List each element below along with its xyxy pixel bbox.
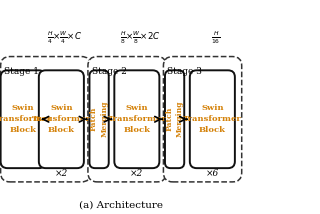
FancyBboxPatch shape — [165, 70, 184, 168]
FancyBboxPatch shape — [114, 70, 159, 168]
Text: Stage 3: Stage 3 — [167, 67, 202, 76]
Text: Swin
Transformer
Block: Swin Transformer Block — [0, 104, 52, 134]
Text: ×2: ×2 — [55, 169, 68, 178]
Text: $\frac{H}{4}$$\times$$\frac{W}{4}$$\times$$C$: $\frac{H}{4}$$\times$$\frac{W}{4}$$\time… — [47, 29, 82, 46]
FancyBboxPatch shape — [39, 70, 84, 168]
Text: Swin
Transformer
Block: Swin Transformer Block — [183, 104, 242, 134]
Text: $\frac{H}{16}$: $\frac{H}{16}$ — [211, 29, 220, 46]
Text: ×6: ×6 — [206, 169, 219, 178]
Text: Patch
Merging: Patch Merging — [90, 101, 108, 137]
FancyBboxPatch shape — [88, 56, 166, 182]
Text: (a) Architecture: (a) Architecture — [79, 200, 163, 209]
FancyBboxPatch shape — [190, 70, 235, 168]
Text: Swin
Transformer
Block: Swin Transformer Block — [32, 104, 91, 134]
Text: Swin
Transformer
Block: Swin Transformer Block — [108, 104, 166, 134]
Text: Stage 1: Stage 1 — [4, 67, 39, 76]
FancyBboxPatch shape — [1, 70, 46, 168]
Text: Patch
Merging: Patch Merging — [165, 101, 184, 137]
Text: Stage 2: Stage 2 — [92, 67, 126, 76]
Text: ×2: ×2 — [130, 169, 143, 178]
FancyBboxPatch shape — [164, 56, 242, 182]
FancyBboxPatch shape — [1, 56, 91, 182]
Text: $\frac{H}{8}$$\times$$\frac{W}{8}$$\times$$2C$: $\frac{H}{8}$$\times$$\frac{W}{8}$$\time… — [120, 29, 160, 46]
FancyBboxPatch shape — [90, 70, 109, 168]
